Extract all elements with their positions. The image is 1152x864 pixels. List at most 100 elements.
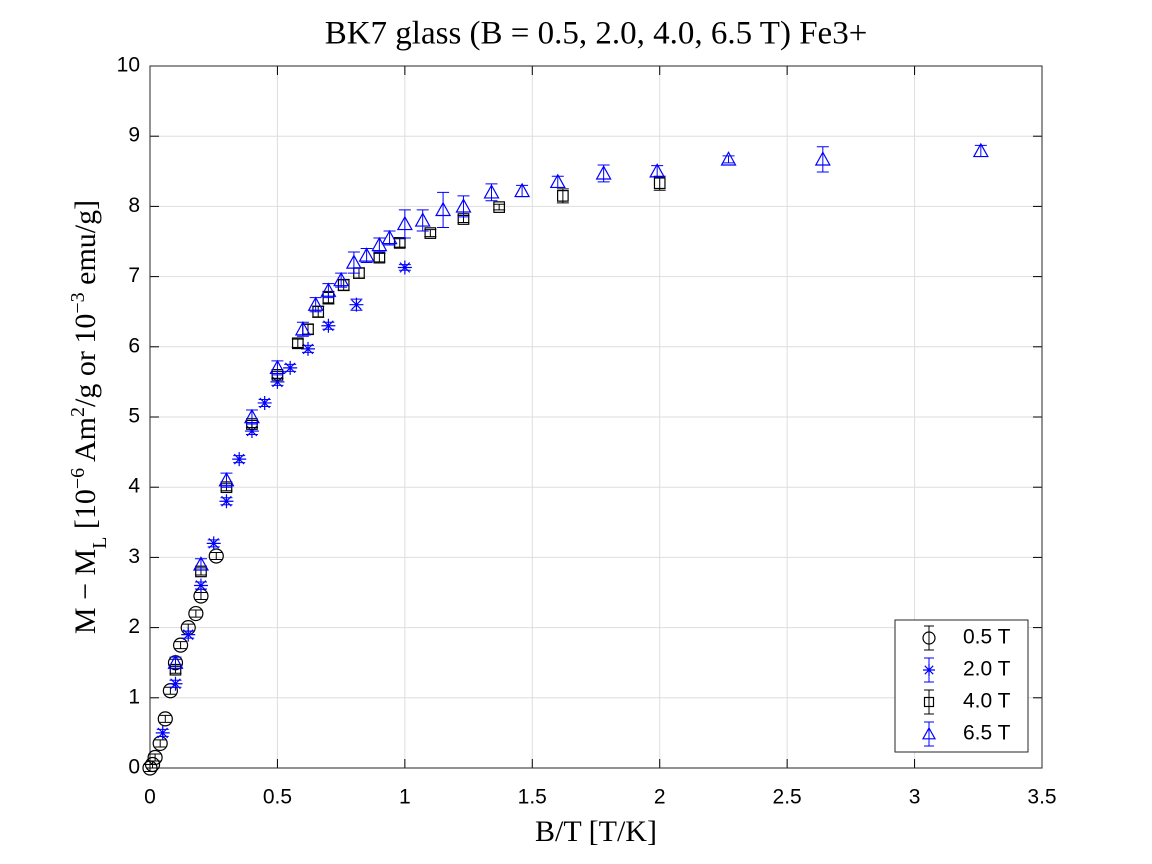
y-tick-label: 1 [128,685,140,708]
error-bar [149,753,162,762]
marker [333,271,350,287]
marker [193,578,208,593]
marker [244,424,259,439]
marker [557,190,569,202]
marker [157,711,173,727]
legend-label: 6.5 T [963,722,1011,745]
legend-box [894,619,1029,753]
marker [814,151,831,166]
error-bar [291,338,304,349]
marker [424,227,437,239]
marker [270,374,285,389]
marker [301,341,316,356]
marker [435,201,452,217]
y-tick-label: 2 [128,615,140,638]
y-label-part: [10 [69,489,102,537]
legend-label: 4.0 T [963,690,1011,713]
legend-marker [921,726,937,740]
error-bar [174,641,187,650]
marker [396,215,413,231]
legend-marker [923,696,935,708]
legend-error-bar [924,625,934,651]
y-label-part: −3 [67,292,89,313]
marker [218,471,235,487]
marker [483,184,500,199]
y-label-part: L [89,537,111,549]
error-bar [424,229,437,238]
marker [414,212,431,227]
legend-error-bar [924,689,934,715]
x-tick-label: 0 [144,786,156,809]
marker [172,637,189,653]
marker [192,556,209,571]
x-tick-label: 1 [399,786,411,809]
marker [720,151,737,166]
error-bar [722,155,735,164]
y-tick-label: 8 [128,194,140,217]
y-tick-label: 3 [128,545,140,568]
marker [349,297,364,312]
marker [307,296,324,311]
x-axis-label: B/T [T/K] [535,815,657,848]
y-tick-label: 4 [128,475,140,498]
marker [144,756,161,773]
marker [345,254,362,269]
marker [337,279,350,291]
y-tick-label: 7 [128,264,140,287]
y-label-part: Am [69,417,102,468]
marker [269,359,286,375]
marker [321,318,336,333]
x-tick-label: 0.5 [263,786,292,809]
y-tick-label: 5 [128,405,140,428]
y-label-part: M − M [69,549,102,634]
marker [294,321,311,336]
marker [549,173,566,189]
x-tick-label: 1.5 [518,786,547,809]
error-bar [159,714,172,723]
error-bar [154,739,167,748]
y-axis-label: M − ML [10−6 Am2/g or 10−3 emu/g] [67,200,111,634]
y-label-part: −6 [67,468,89,489]
y-tick-label: 9 [128,124,140,147]
y-tick-label: 0 [128,756,140,779]
error-bar [816,146,829,173]
y-label-part: emu/g] [69,200,102,292]
marker [181,627,196,642]
error-bar [393,238,406,248]
marker [283,360,298,375]
error-bar [189,609,202,618]
legend-label: 0.5 T [963,626,1011,649]
marker [188,605,204,622]
y-label-part: 2 [67,407,89,417]
marker [972,142,989,158]
marker [243,408,260,424]
marker [381,229,398,245]
marker [595,165,612,180]
marker [397,260,412,275]
marker [455,198,472,213]
x-tick-label: 3.5 [1027,786,1056,809]
x-tick-label: 2 [654,786,666,809]
legend-marker [922,631,936,645]
marker [155,725,170,740]
error-bar [210,551,223,561]
marker [206,536,221,551]
marker [514,182,531,198]
y-tick-label: 10 [117,54,140,77]
marker [219,494,234,509]
marker [291,337,304,350]
marker [167,654,184,669]
y-label-part: /g or 10 [69,314,102,407]
marker [653,177,666,190]
error-bar [437,191,450,228]
marker [257,395,272,410]
x-tick-label: 3 [909,786,921,809]
axes-box [149,65,1043,769]
marker [371,236,388,252]
marker [232,452,247,467]
marker [493,201,506,213]
marker [208,548,224,564]
legend-error-bar [924,721,934,747]
legend-label: 2.0 T [963,658,1011,681]
